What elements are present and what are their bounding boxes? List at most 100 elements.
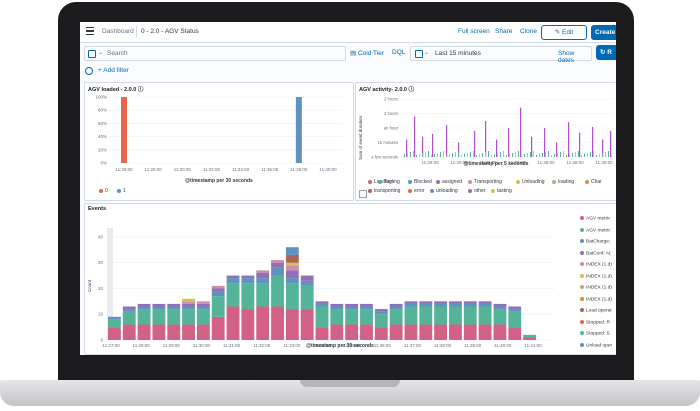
legend-item[interactable]: Stopped: S — [580, 331, 612, 343]
legend-item[interactable]: tasting — [491, 188, 512, 194]
saved-query-icon[interactable] — [88, 50, 96, 58]
activity-bar — [443, 151, 444, 157]
stack-segment — [226, 306, 240, 340]
refresh-icon: ↻ — [600, 49, 606, 56]
filter-options-icon[interactable] — [85, 67, 93, 75]
cold-tier-toggle[interactable]: ▤ Cold Tier — [350, 49, 384, 57]
dql-toggle[interactable]: DQL — [392, 49, 406, 56]
legend-item[interactable]: BatConf: A( — [580, 250, 612, 263]
info-icon[interactable]: ⓘ — [408, 87, 415, 93]
stack-segment — [478, 303, 492, 307]
legend-item[interactable]: Unload oper — [580, 342, 612, 355]
activity-bar — [584, 154, 585, 157]
legend-item[interactable]: BatCharge: — [580, 239, 612, 251]
activity-bar — [406, 139, 408, 157]
share-link[interactable]: Share — [495, 28, 513, 35]
edit-button-label: Edit — [562, 29, 574, 36]
legend-item[interactable]: assigned — [436, 179, 462, 185]
legend-item[interactable]: loading — [552, 179, 574, 185]
stack-segment — [226, 283, 240, 307]
create-button[interactable]: Create — [591, 25, 616, 40]
panel-title: Events — [88, 206, 107, 212]
legend-item[interactable]: unloading — [430, 188, 458, 194]
legend-swatch — [516, 179, 520, 184]
legend-label: BatCharge: — [586, 239, 611, 245]
calendar-icon[interactable] — [415, 50, 423, 58]
activity-bar — [530, 152, 531, 157]
activity-bar — [545, 152, 546, 157]
time-range-label[interactable]: Last 15 minutes — [435, 50, 481, 57]
activity-bar — [602, 139, 604, 157]
legend-item-1[interactable]: 1 — [117, 188, 126, 194]
stack-segment — [330, 303, 344, 307]
activity-bar — [572, 153, 573, 157]
full-screen-link[interactable]: Full screen — [458, 28, 490, 35]
legend-item[interactable]: Tasting — [378, 179, 400, 185]
legend-item[interactable]: Stopped: R — [580, 319, 612, 332]
activity-bar — [509, 154, 510, 157]
activity-bar — [596, 155, 597, 157]
breadcrumb-dashboard[interactable]: Dashboard — [102, 28, 134, 35]
edit-button[interactable]: ✎ Edit — [541, 25, 587, 40]
legend-item[interactable]: other — [468, 188, 485, 194]
activity-bar — [521, 155, 522, 157]
legend-item[interactable]: INDEX (1.d) — [580, 285, 612, 297]
legend-item[interactable]: Load operat — [580, 308, 612, 320]
stack-segment — [300, 309, 314, 340]
chevron-down-icon[interactable]: ⌄ — [424, 50, 430, 56]
stack-segment — [478, 306, 492, 325]
stack-segment — [182, 303, 195, 307]
legend-item[interactable]: Transporting — [468, 179, 502, 185]
stack-segment — [389, 303, 403, 307]
time-picker[interactable]: ⌄ Last 15 minutes Show dates — [410, 46, 592, 64]
legend-item[interactable]: INDEX (1.d) — [580, 273, 612, 286]
legend-item[interactable]: INDEX (1.d) — [580, 262, 612, 274]
stack-segment — [463, 303, 477, 307]
stack-segment — [137, 306, 151, 310]
activity-bar — [518, 151, 519, 157]
refresh-button[interactable]: ↻ R — [596, 45, 616, 60]
legend-swatch — [430, 188, 434, 193]
legend-item[interactable]: AGV metric — [580, 227, 612, 240]
legend-item[interactable]: transporting — [368, 188, 400, 194]
menu-icon[interactable] — [86, 27, 94, 35]
legend-item[interactable]: error — [408, 188, 425, 194]
document-icon: ▤ — [350, 50, 357, 57]
legend-item[interactable]: Blocked — [408, 179, 432, 185]
stack-segment — [419, 324, 433, 340]
chevron-down-icon[interactable]: ⌄ — [98, 50, 104, 56]
activity-bar — [590, 152, 591, 157]
stack-segment — [404, 324, 418, 340]
legend-item[interactable]: Unloading — [516, 179, 545, 185]
stack-segment — [241, 278, 255, 284]
legend-swatch — [378, 179, 382, 184]
add-filter-link[interactable]: + Add filter — [98, 67, 129, 74]
stack-segment — [108, 319, 121, 328]
table-icon[interactable] — [359, 190, 367, 198]
legend-item[interactable]: INDEX (1.d) — [580, 354, 612, 355]
legend-item[interactable]: Loading — [368, 179, 392, 185]
info-icon[interactable]: ⓘ — [137, 87, 144, 93]
activity-bar — [455, 152, 456, 157]
activity-bar — [413, 151, 414, 157]
show-dates-link[interactable]: Show dates — [558, 50, 575, 64]
x-tick-label: 11:37:00 — [404, 343, 422, 348]
legend-item[interactable]: Char — [585, 179, 602, 185]
stack-segment — [419, 303, 433, 307]
stack-segment — [271, 260, 284, 263]
legend-label: Tasting — [384, 179, 400, 185]
clone-link[interactable]: Clone — [520, 28, 537, 35]
x-tick-label: 11:28:00 — [145, 167, 163, 172]
legend-item-0[interactable]: 0 — [99, 188, 108, 194]
y-tick-label: 60% — [98, 121, 107, 126]
legend-label: Load operat — [586, 308, 612, 314]
x-tick-label: 11:40:00 — [595, 160, 613, 165]
legend-item[interactable]: INDEX (1.d) — [580, 296, 612, 309]
y-axis-label: Count — [87, 279, 92, 292]
stack-segment — [211, 291, 225, 297]
legend-item[interactable]: AGV metric — [580, 216, 612, 228]
stack-segment — [211, 288, 225, 292]
search-input[interactable] — [107, 48, 277, 59]
stack-segment — [211, 316, 225, 340]
x-tick-label: 11:31:00 — [223, 343, 241, 348]
